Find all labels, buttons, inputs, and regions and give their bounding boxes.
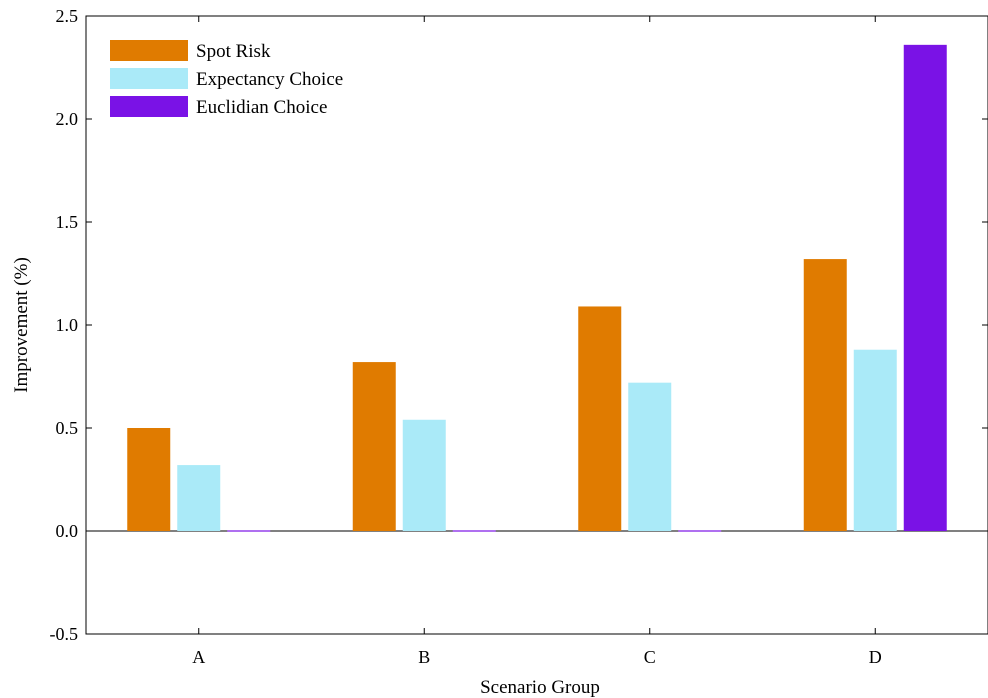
- x-tick-label: B: [418, 647, 430, 667]
- bar-spot-risk-a: [127, 428, 171, 531]
- y-tick-label: 2.5: [56, 6, 79, 26]
- bar-euclidian-choice-c: [678, 530, 722, 532]
- y-tick-label: 2.0: [56, 109, 79, 129]
- bar-spot-risk-d: [803, 259, 847, 531]
- legend-label: Euclidian Choice: [196, 97, 327, 118]
- legend-swatch: [110, 68, 188, 89]
- legend-label: Expectancy Choice: [196, 69, 343, 90]
- legend: Spot Risk Expectancy Choice Euclidian Choi…: [110, 40, 343, 118]
- x-tick-label: D: [869, 647, 882, 667]
- legend-label: Spot Risk: [196, 41, 271, 62]
- bar-expectancy-choice-d: [853, 349, 897, 531]
- legend-swatch: [110, 96, 188, 117]
- y-tick-label: 1.0: [56, 315, 79, 335]
- y-axis-ticks: -0.5 0.0 0.5 1.0 1.5 2.0 2.5: [50, 6, 988, 644]
- bar-spot-risk-b: [352, 362, 396, 531]
- y-tick-label: -0.5: [50, 624, 79, 644]
- y-tick-label: 0.5: [56, 418, 79, 438]
- bar-euclidian-choice-a: [227, 530, 271, 532]
- x-tick-label: C: [644, 647, 656, 667]
- bar-expectancy-choice-c: [628, 382, 672, 531]
- y-tick-label: 1.5: [56, 212, 79, 232]
- bar-expectancy-choice-a: [177, 465, 221, 531]
- y-axis-title: Improvement (%): [11, 257, 32, 393]
- bar-expectancy-choice-b: [402, 419, 446, 531]
- x-tick-label: A: [192, 647, 205, 667]
- y-tick-label: 0.0: [56, 521, 79, 541]
- bar-spot-risk-c: [578, 306, 622, 531]
- x-axis-ticks: A B C D: [192, 16, 882, 667]
- bar-euclidian-choice-b: [452, 530, 496, 532]
- x-axis-title: Scenario Group: [480, 677, 600, 698]
- bar-euclidian-choice-d: [903, 44, 947, 532]
- legend-swatch: [110, 40, 188, 61]
- bar-series-group: [127, 44, 947, 532]
